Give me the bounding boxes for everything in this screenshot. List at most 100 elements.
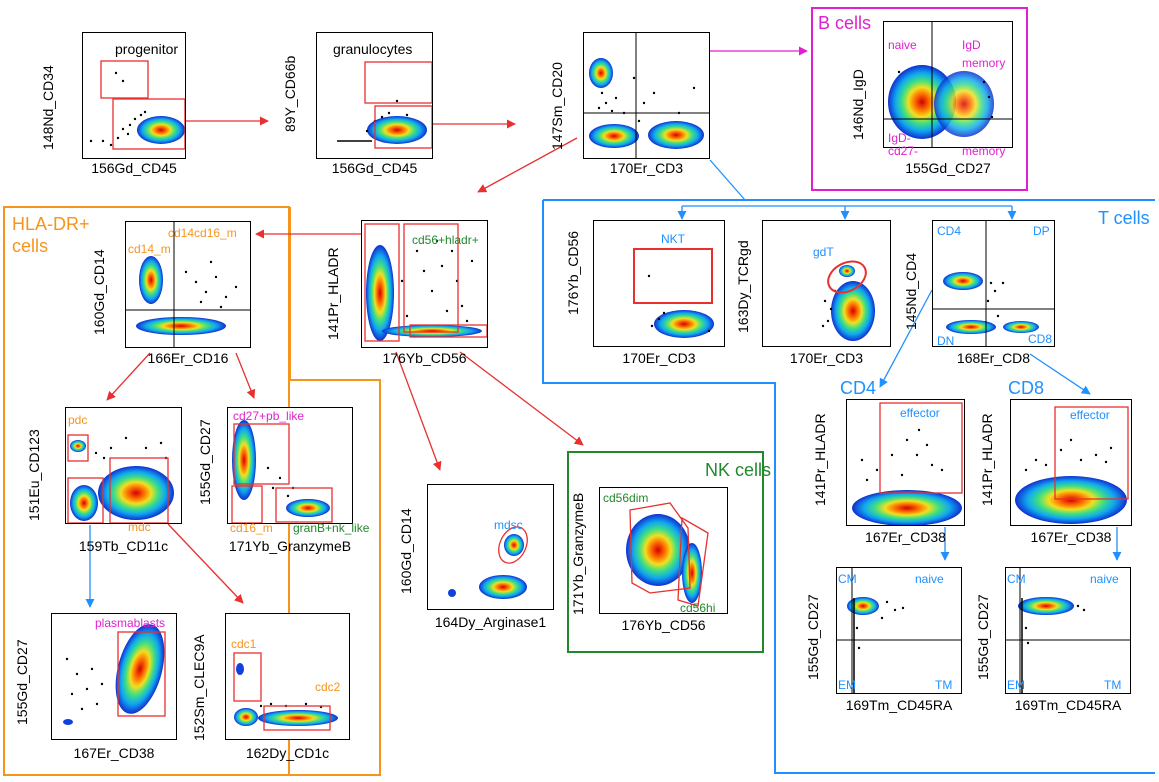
gate-em-label: EM [1007, 678, 1025, 692]
plot-canvas [126, 222, 250, 347]
plot-bcells [883, 21, 1013, 148]
gate-mdsc-label: mdsc [494, 518, 523, 532]
plot-canvas [837, 568, 961, 693]
gate-dn-label: DN [937, 334, 955, 348]
arrow-p3-p5 [477, 137, 578, 193]
arrow-p5-nk [459, 351, 584, 446]
plot-y-label: 152Sm_CLEC9A [191, 634, 207, 741]
plot-canvas [63, 624, 166, 725]
gate-cm-label: CM [1007, 572, 1026, 586]
plot-canvas [852, 402, 963, 526]
plot-x-label: 168Er_CD8 [956, 350, 1031, 366]
plot-y-label: 155Gd_CD27 [975, 594, 991, 680]
plot-cd4-hladr [846, 399, 965, 526]
plot-x-label: 166Er_CD16 [147, 350, 229, 366]
cd8-heading: CD8 [1008, 378, 1045, 398]
gate-cd14cd16-label: cd14cd16_m [168, 226, 237, 240]
tcells-group-title: T cells [1098, 208, 1150, 228]
gate-cd8-label: CD8 [1028, 332, 1053, 346]
plot-cd8-hladr [1010, 399, 1132, 526]
plot-y-label: 89Y_CD66b [282, 55, 298, 132]
gate-mdc-label: mdc [128, 520, 151, 534]
plot-y-label: 145Nd_CD4 [903, 252, 919, 330]
plot-y-label: 151Eu_CD123 [26, 429, 42, 521]
arrow-p3-tcells [709, 159, 746, 201]
gate-effector-label: effector [1070, 408, 1110, 422]
plot-x-label: 156Gd_CD45 [331, 160, 418, 176]
nk-group-border [567, 451, 764, 653]
plot-canvas [884, 22, 1012, 147]
plot-x-label: 176Yb_CD56 [382, 350, 467, 366]
hla-group-title-1: HLA-DR+ [12, 214, 90, 234]
gate-tm-label: TM [1104, 678, 1122, 692]
plot-cd20-cd3 [583, 32, 710, 159]
gate-cdc2-label: cdc2 [315, 680, 341, 694]
plot-y-label: 148Nd_CD34 [40, 65, 56, 150]
plot-x-label: 170Er_CD3 [622, 350, 696, 366]
plot-canvas [233, 652, 338, 731]
plot-canvas [584, 33, 709, 158]
plot-plasmablasts [51, 613, 177, 740]
gate-pdc-label: pdc [68, 413, 88, 427]
plot-x-label: 169Tm_CD45RA [845, 697, 953, 713]
gate-cd4-label: CD4 [937, 224, 962, 238]
plot-x-label: 176Yb_CD56 [621, 617, 706, 633]
plot-x-label: 156Gd_CD45 [91, 160, 177, 176]
plot-x-label: 170Er_CD3 [789, 350, 864, 366]
plot-clec9a-cd1c [225, 613, 350, 740]
plot-canvas [67, 434, 174, 524]
plot-canvas [231, 420, 333, 524]
plot-y-label: 146Nd_IgD [850, 69, 866, 140]
plot-gdt [762, 220, 891, 347]
plot-x-label: 167Er_CD38 [1030, 529, 1112, 545]
plot-x-label: 162Dy_CD1c [245, 745, 330, 761]
gate-igd-neg-label: IgD- [888, 131, 911, 145]
granulocytes-title: granulocytes [333, 41, 413, 57]
plot-y-label: 141Pr_HLADR [325, 247, 341, 340]
gate-granb-label: granB+nk_like [293, 521, 370, 535]
tcells-group-border [542, 199, 1155, 774]
plot-canvas [364, 223, 488, 342]
plot-x-label: 164Dy_Arginase1 [434, 614, 547, 630]
plot-x-label: 155Gd_CD27 [905, 160, 991, 176]
gate-memory-label: memory [962, 144, 1006, 158]
arrow-p6-p11 [235, 352, 256, 399]
plot-y-label: 141Pr_HLADR [979, 413, 995, 506]
gate-cd27-neg-label: cd27- [888, 144, 919, 158]
gate-cd56-hladr-label: cd56+hladr+ [412, 233, 479, 247]
cd4-heading: CD4 [840, 378, 877, 398]
plot-canvas [633, 248, 714, 338]
arrow-p10-p17 [167, 523, 244, 604]
plot-canvas [626, 502, 709, 607]
plot-cd8-cd27-cd45ra [1005, 567, 1131, 694]
plot-y-label: 147Sm_CD20 [549, 62, 565, 150]
arrow-p9-p14 [879, 289, 933, 388]
plot-progenitor [82, 32, 186, 159]
arrow-p6-p10 [106, 352, 151, 401]
gate-igd-memory-label-1: IgD [962, 38, 981, 52]
plot-x-label: 167Er_CD38 [73, 745, 155, 761]
gate-cd16m-label: cd16_m [230, 521, 273, 535]
plot-canvas [448, 526, 528, 599]
plot-cd14-cd16 [125, 221, 251, 348]
plot-cd27-granzymeb [227, 407, 353, 524]
gate-cd56dim-label: cd56dim [603, 491, 649, 505]
plot-cd4-cd8 [932, 220, 1055, 347]
gate-dp-label: DP [1033, 224, 1050, 238]
plot-canvas [1006, 568, 1130, 693]
plot-cd4-cd27-cd45ra [836, 567, 962, 694]
plot-hladr-cd56 [361, 220, 488, 348]
gate-em-label: EM [838, 678, 856, 692]
plot-canvas [337, 61, 433, 149]
plot-granulocytes [316, 32, 433, 159]
plot-x-label: 171Yb_GranzymeB [228, 538, 352, 554]
plot-y-label: 176Yb_CD56 [565, 230, 581, 315]
plot-y-label: 155Gd_CD27 [197, 419, 213, 505]
gate-gdt-label: gdT [813, 245, 834, 259]
gate-igd-memory-label-2: memory [962, 56, 1006, 70]
plot-y-label: 171Yb_GranzymeB [570, 492, 586, 615]
gate-naive-label: naive [1090, 572, 1119, 586]
arrow-p9-p15 [1029, 353, 1091, 395]
